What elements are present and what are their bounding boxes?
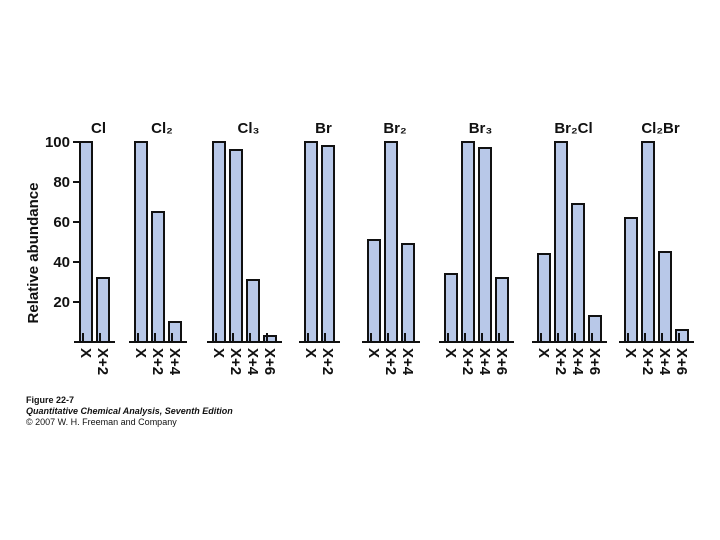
- x-tick-label: X: [365, 348, 382, 358]
- bar: [641, 141, 655, 343]
- bar: [571, 203, 585, 343]
- bar: [304, 141, 318, 343]
- x-tick-label: X+6: [493, 348, 510, 375]
- x-tick-label: X: [77, 348, 94, 358]
- x-tick-label: X+2: [639, 348, 656, 375]
- x-tick-label: X+2: [459, 348, 476, 375]
- panel-title: Cl₂: [151, 120, 173, 137]
- bar: [367, 239, 381, 343]
- x-tick-label: X: [535, 348, 552, 358]
- bar: [624, 217, 638, 343]
- x-tick-label: X+6: [673, 348, 690, 375]
- bar: [384, 141, 398, 343]
- x-tick-label: X+2: [552, 348, 569, 375]
- bar: [495, 277, 509, 343]
- y-tick-label: 100: [45, 134, 70, 151]
- y-tick-label: 20: [53, 294, 70, 311]
- panel-title: Br₂Cl: [554, 120, 592, 137]
- x-tick-label: X+6: [261, 348, 278, 375]
- x-tick-label: X+4: [244, 348, 261, 376]
- x-tick-label: X+2: [149, 348, 166, 375]
- bar: [134, 141, 148, 343]
- bar: [79, 141, 93, 343]
- bar: [554, 141, 568, 343]
- bar: [658, 251, 672, 343]
- panel-title: Cl₂Br: [641, 120, 679, 137]
- y-tick-label: 40: [53, 254, 70, 271]
- figure-label: Figure 22-7: [26, 395, 74, 405]
- bar: [478, 147, 492, 343]
- x-tick-label: X: [442, 348, 459, 358]
- bar: [229, 149, 243, 343]
- copyright: © 2007 W. H. Freeman and Company: [26, 417, 177, 427]
- bar: [675, 329, 689, 343]
- y-axis-label: Relative abundance: [25, 183, 42, 324]
- panel-title: Br₃: [469, 120, 493, 137]
- x-tick-label: X+2: [94, 348, 111, 375]
- x-tick-label: X+2: [319, 348, 336, 375]
- x-tick-label: X+6: [586, 348, 603, 375]
- x-tick-label: X+4: [399, 348, 416, 376]
- x-tick-label: X+4: [476, 348, 493, 376]
- bar: [537, 253, 551, 343]
- bar: [444, 273, 458, 343]
- bar: [246, 279, 260, 343]
- x-tick-label: X+2: [227, 348, 244, 375]
- x-tick-label: X: [622, 348, 639, 358]
- bar: [151, 211, 165, 343]
- x-tick-label: X: [210, 348, 227, 358]
- panel-title: Cl: [91, 120, 106, 137]
- panel-title: Cl₃: [238, 120, 260, 137]
- x-tick-label: X: [302, 348, 319, 358]
- y-tick-label: 60: [53, 214, 70, 231]
- x-tick-label: X+4: [569, 348, 586, 376]
- bar: [401, 243, 415, 343]
- x-tick-label: X+4: [166, 348, 183, 376]
- bar: [212, 141, 226, 343]
- panel-title: Br: [315, 120, 332, 137]
- x-tick-label: X+2: [382, 348, 399, 375]
- bar: [168, 321, 182, 343]
- panel-title: Br₂: [383, 120, 406, 137]
- bar: [461, 141, 475, 343]
- x-tick-label: X: [132, 348, 149, 358]
- book-title: Quantitative Chemical Analysis, Seventh …: [26, 406, 233, 416]
- x-tick-label: X+4: [656, 348, 673, 376]
- y-tick-label: 80: [53, 174, 70, 191]
- bar: [588, 315, 602, 343]
- bar: [321, 145, 335, 343]
- bar: [96, 277, 110, 343]
- bar: [263, 335, 277, 343]
